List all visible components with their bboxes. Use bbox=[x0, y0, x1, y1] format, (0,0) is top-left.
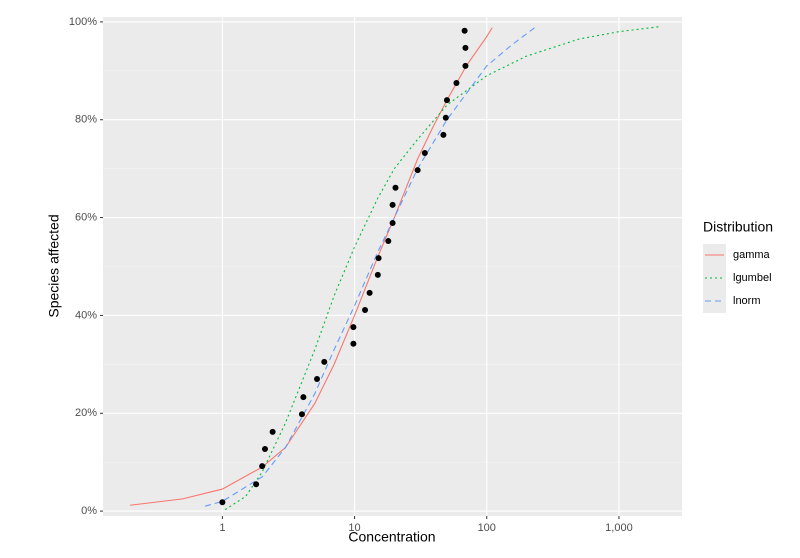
point bbox=[219, 499, 226, 506]
legend-label: lgumbel bbox=[733, 272, 772, 284]
point bbox=[321, 358, 328, 365]
point bbox=[442, 114, 449, 121]
y-tick-label: 20% bbox=[75, 407, 97, 419]
point bbox=[261, 445, 268, 452]
y-tick-label: 100% bbox=[69, 16, 97, 28]
point bbox=[453, 80, 460, 87]
point bbox=[421, 150, 428, 157]
curve-lnorm bbox=[204, 26, 537, 507]
legend-label: gamma bbox=[733, 249, 771, 261]
point bbox=[414, 167, 421, 174]
point bbox=[461, 27, 468, 34]
legend-key bbox=[703, 290, 726, 313]
point bbox=[259, 463, 266, 470]
x-tick-label: 1,000 bbox=[605, 522, 633, 534]
point bbox=[350, 340, 357, 347]
y-axis-title: Species affected bbox=[46, 214, 62, 317]
x-tick-label: 1 bbox=[219, 522, 225, 534]
point bbox=[440, 131, 447, 138]
point bbox=[392, 184, 399, 191]
point bbox=[443, 97, 450, 104]
point bbox=[362, 307, 369, 314]
point bbox=[389, 201, 396, 208]
curve-lgumbel bbox=[224, 26, 659, 511]
point bbox=[374, 271, 381, 278]
x-tick-label: 10 bbox=[348, 522, 360, 534]
point bbox=[462, 62, 469, 69]
y-tick-label: 0% bbox=[81, 505, 97, 517]
legend-label: lnorm bbox=[733, 295, 761, 307]
y-tick-label: 40% bbox=[75, 309, 97, 321]
point bbox=[366, 289, 373, 296]
point bbox=[253, 481, 260, 488]
y-tick-label: 80% bbox=[75, 114, 97, 126]
x-axis-title: Concentration bbox=[348, 529, 435, 545]
legend-title: Distribution bbox=[703, 219, 773, 235]
point bbox=[314, 376, 321, 383]
point bbox=[462, 44, 469, 51]
y-tick-label: 60% bbox=[75, 211, 97, 223]
point bbox=[350, 324, 357, 331]
point bbox=[298, 411, 305, 418]
point bbox=[389, 219, 396, 226]
point bbox=[385, 238, 392, 245]
legend-key bbox=[703, 267, 726, 290]
x-tick-label: 100 bbox=[478, 522, 496, 534]
point bbox=[375, 255, 382, 262]
point bbox=[300, 394, 307, 401]
point bbox=[269, 428, 276, 435]
